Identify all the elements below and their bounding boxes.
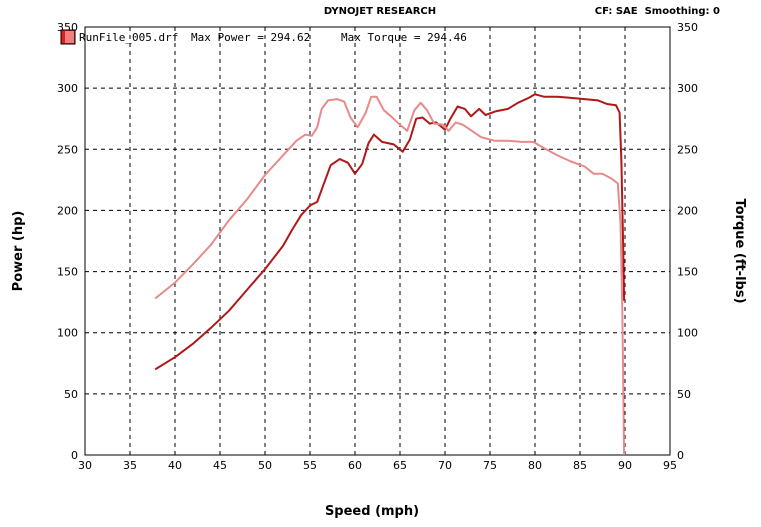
- y-tick-label-left: 300: [57, 82, 78, 95]
- x-tick-label: 80: [528, 459, 542, 472]
- x-tick-label: 55: [303, 459, 317, 472]
- chart-settings-label: CF: SAE Smoothing: 0: [595, 6, 720, 17]
- x-tick-label: 45: [213, 459, 227, 472]
- legend-swatch-inner: [65, 31, 74, 43]
- y-tick-label-right: 250: [677, 143, 698, 156]
- legend-run-file: RunFile_005.drf: [79, 31, 178, 44]
- plot-area: [84, 26, 671, 456]
- y-tick-label-left: 0: [71, 449, 78, 462]
- y-tick-label-left: 50: [64, 388, 78, 401]
- x-tick-label: 40: [168, 459, 182, 472]
- y-tick-label-right: 350: [677, 21, 698, 34]
- y-tick-label-right: 0: [677, 449, 684, 462]
- y-tick-label-right: 300: [677, 82, 698, 95]
- x-tick-label: 70: [438, 459, 452, 472]
- legend-max-power: Max Power = 294.62: [191, 31, 310, 44]
- y-tick-label-left: 200: [57, 204, 78, 217]
- x-tick-label: 85: [573, 459, 587, 472]
- y-tick-label-left: 250: [57, 143, 78, 156]
- y-axis-right-label: Torque (ft-lbs): [732, 198, 747, 303]
- legend-max-torque: Max Torque = 294.46: [341, 31, 467, 44]
- x-tick-label: 30: [78, 459, 92, 472]
- chart-header-title: DYNOJET RESEARCH: [324, 6, 436, 17]
- x-tick-label: 75: [483, 459, 497, 472]
- series-lines: [154, 93, 626, 456]
- y-tick-label-left: 150: [57, 266, 78, 279]
- y-tick-label-right: 200: [677, 204, 698, 217]
- y-tick-label-right: 50: [677, 388, 691, 401]
- x-tick-label: 60: [348, 459, 362, 472]
- x-axis-label: Speed (mph): [325, 504, 419, 519]
- x-tick-label: 35: [123, 459, 137, 472]
- grid-lines: [85, 27, 670, 455]
- y-tick-label-left: 100: [57, 327, 78, 340]
- x-tick-label: 90: [618, 459, 632, 472]
- y-tick-label-right: 100: [677, 327, 698, 340]
- y-axis-left-label: Power (hp): [11, 211, 26, 292]
- x-tick-label: 65: [393, 459, 407, 472]
- power-series-line: [154, 93, 626, 371]
- x-tick-label: 50: [258, 459, 272, 472]
- y-tick-label-right: 150: [677, 266, 698, 279]
- torque-series-line: [154, 95, 626, 456]
- x-tick-label: 95: [663, 459, 677, 472]
